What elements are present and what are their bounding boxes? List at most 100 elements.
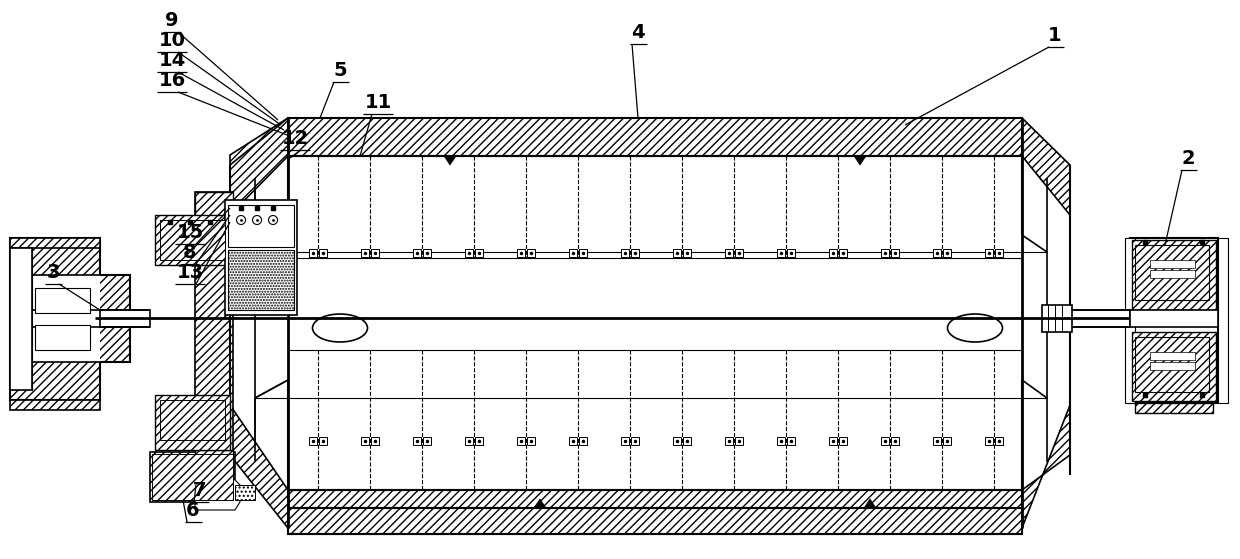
Polygon shape bbox=[854, 156, 866, 165]
Bar bbox=[1149, 352, 1195, 360]
Bar bbox=[1042, 305, 1073, 332]
Text: 15: 15 bbox=[176, 223, 203, 242]
Text: 7: 7 bbox=[193, 481, 207, 500]
Bar bbox=[228, 250, 294, 310]
Bar bbox=[319, 437, 327, 445]
Bar bbox=[309, 249, 317, 257]
Bar bbox=[413, 437, 422, 445]
Text: 10: 10 bbox=[159, 31, 186, 50]
Bar bbox=[361, 437, 370, 445]
Bar bbox=[153, 454, 233, 500]
Bar bbox=[288, 118, 1022, 156]
Bar bbox=[100, 310, 150, 327]
Bar bbox=[150, 452, 236, 502]
Bar bbox=[465, 249, 472, 257]
Bar bbox=[309, 437, 317, 445]
Bar bbox=[1149, 362, 1195, 370]
Bar bbox=[1070, 310, 1130, 327]
Text: 9: 9 bbox=[165, 11, 179, 30]
Bar bbox=[319, 249, 327, 257]
Bar bbox=[673, 249, 681, 257]
Bar bbox=[942, 437, 951, 445]
Bar bbox=[475, 437, 484, 445]
Bar bbox=[839, 437, 847, 445]
Bar bbox=[195, 192, 233, 472]
Bar bbox=[942, 249, 951, 257]
Bar bbox=[1130, 238, 1218, 403]
Text: 1: 1 bbox=[1048, 26, 1061, 45]
Bar bbox=[777, 249, 785, 257]
Text: 4: 4 bbox=[631, 23, 645, 42]
Bar bbox=[985, 437, 993, 445]
Text: 13: 13 bbox=[176, 263, 203, 282]
Bar bbox=[725, 249, 733, 257]
Bar bbox=[10, 275, 100, 362]
Bar bbox=[195, 450, 233, 472]
Bar bbox=[155, 215, 229, 265]
Bar bbox=[1218, 238, 1228, 403]
Bar bbox=[994, 437, 1003, 445]
Bar bbox=[621, 437, 629, 445]
Bar bbox=[1135, 245, 1209, 300]
Bar bbox=[371, 249, 379, 257]
Bar bbox=[228, 205, 294, 247]
Bar bbox=[621, 249, 629, 257]
Ellipse shape bbox=[237, 216, 246, 225]
Text: 5: 5 bbox=[334, 61, 347, 80]
Bar bbox=[10, 248, 32, 390]
Polygon shape bbox=[255, 156, 288, 252]
Ellipse shape bbox=[253, 216, 262, 225]
Bar bbox=[224, 200, 298, 315]
Text: 14: 14 bbox=[159, 51, 186, 70]
Bar bbox=[527, 437, 534, 445]
Bar bbox=[236, 485, 255, 500]
Polygon shape bbox=[229, 118, 288, 215]
Bar bbox=[423, 437, 432, 445]
Text: 3: 3 bbox=[46, 263, 60, 282]
Bar bbox=[683, 437, 691, 445]
Bar bbox=[288, 490, 1022, 528]
Bar bbox=[1132, 332, 1216, 401]
Bar bbox=[985, 249, 993, 257]
Polygon shape bbox=[10, 238, 130, 400]
Bar bbox=[735, 437, 743, 445]
Bar bbox=[35, 288, 91, 313]
Bar bbox=[1135, 403, 1213, 413]
Polygon shape bbox=[229, 118, 288, 190]
Bar bbox=[475, 249, 484, 257]
Bar bbox=[830, 249, 837, 257]
Bar bbox=[735, 249, 743, 257]
Polygon shape bbox=[864, 499, 875, 508]
Text: 16: 16 bbox=[159, 71, 186, 90]
Bar bbox=[160, 400, 224, 440]
Bar bbox=[631, 249, 639, 257]
Bar bbox=[517, 249, 525, 257]
Text: 12: 12 bbox=[281, 129, 309, 148]
Bar bbox=[35, 325, 91, 350]
Bar bbox=[892, 249, 899, 257]
Bar bbox=[579, 249, 587, 257]
Bar bbox=[880, 437, 889, 445]
Bar bbox=[777, 437, 785, 445]
Polygon shape bbox=[444, 156, 456, 165]
Ellipse shape bbox=[312, 314, 367, 342]
Bar bbox=[1132, 240, 1216, 310]
Bar bbox=[1149, 260, 1195, 268]
Text: 11: 11 bbox=[365, 93, 392, 112]
Bar bbox=[195, 192, 233, 217]
Polygon shape bbox=[229, 405, 288, 528]
Bar bbox=[880, 249, 889, 257]
Bar bbox=[1149, 270, 1195, 278]
Bar bbox=[631, 437, 639, 445]
Bar bbox=[994, 249, 1003, 257]
Bar bbox=[569, 437, 577, 445]
Bar bbox=[288, 508, 1022, 534]
Bar bbox=[423, 249, 432, 257]
Bar bbox=[160, 220, 224, 260]
Bar bbox=[10, 310, 130, 327]
Bar bbox=[569, 249, 577, 257]
Polygon shape bbox=[534, 499, 546, 508]
Bar bbox=[371, 437, 379, 445]
Bar bbox=[683, 249, 691, 257]
Bar bbox=[725, 437, 733, 445]
